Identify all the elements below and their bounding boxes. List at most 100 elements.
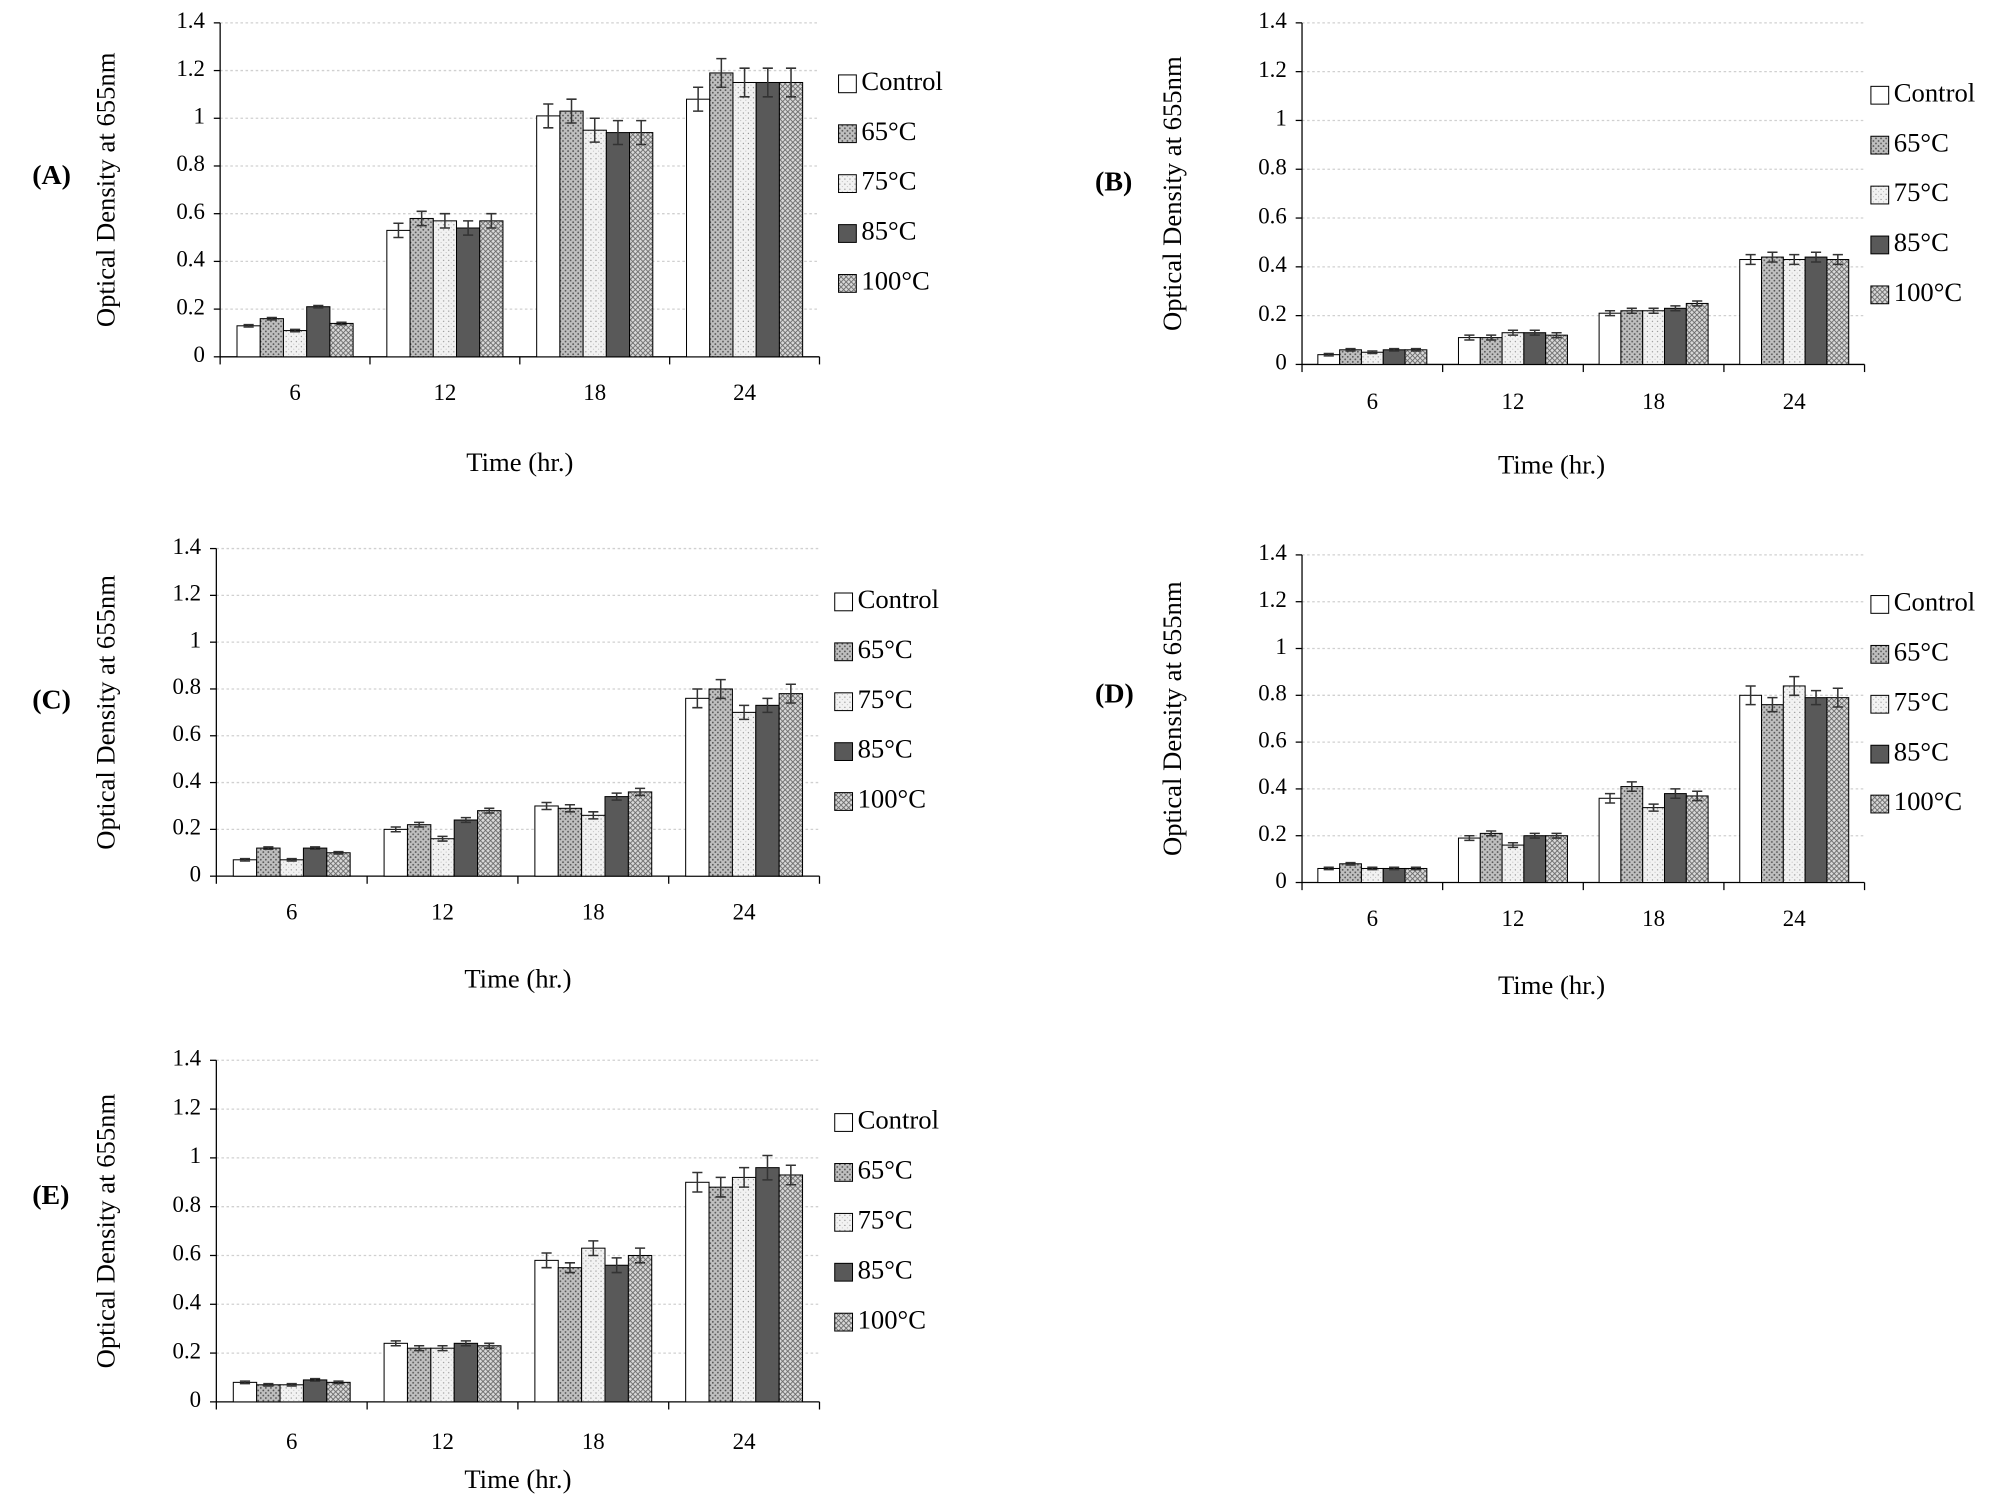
bar (755, 704, 780, 877)
error-bar (486, 212, 497, 229)
bar (1317, 867, 1341, 884)
legend-label: Control (1894, 587, 1975, 617)
bar (557, 1267, 583, 1403)
error-bar (1389, 866, 1400, 871)
x-tick-label: 24 (733, 380, 756, 405)
error-bar (1551, 331, 1562, 339)
error-bar (785, 1164, 796, 1186)
bar (1598, 797, 1622, 884)
y-tick-label: 0.6 (1258, 727, 1287, 752)
error-bar (439, 212, 450, 229)
bar (1620, 310, 1644, 365)
bar (755, 81, 780, 358)
error-bar (1648, 307, 1659, 314)
bar (1739, 259, 1763, 365)
error-bar (460, 1340, 471, 1347)
error-bar (1745, 253, 1756, 266)
legend-label: 75°C (858, 1204, 913, 1234)
legend-swatch (1870, 185, 1890, 205)
bar (1545, 334, 1568, 365)
x-axis-label: Time (hr.) (1498, 449, 1605, 479)
error-bar (762, 697, 773, 714)
legend-label: 75°C (858, 684, 913, 714)
y-tick-label: 0.8 (173, 1192, 202, 1217)
error-bar (564, 804, 576, 813)
error-bar (416, 210, 427, 227)
bar (685, 1181, 710, 1403)
y-tick-label: 0.2 (176, 294, 205, 319)
y-tick-label: 1 (190, 627, 201, 652)
x-axis-label: Time (hr.) (464, 1464, 571, 1494)
error-bar (564, 1262, 576, 1274)
bar (1826, 697, 1850, 884)
bar (1339, 863, 1362, 884)
error-bar (1410, 347, 1422, 352)
legend-swatch (1870, 644, 1890, 664)
panel-label: (C) (32, 685, 71, 716)
legend-swatch (1870, 85, 1890, 105)
bar (778, 693, 804, 877)
legend-label: Control (1894, 77, 1975, 107)
error-bar (762, 1154, 773, 1181)
bar (1457, 837, 1481, 884)
y-tick-label: 0 (1275, 868, 1286, 893)
error-bar (634, 1247, 646, 1264)
bar (1382, 349, 1406, 365)
panel-label: (D) (1095, 678, 1134, 709)
error-bar (286, 857, 297, 862)
bar (256, 847, 281, 877)
bar (534, 805, 559, 877)
legend-label: 75°C (1894, 686, 1949, 716)
y-tick-label: 0 (190, 861, 201, 886)
bar (755, 1167, 780, 1403)
y-tick-label: 0.4 (173, 768, 202, 793)
bar (406, 1347, 432, 1403)
error-bar (715, 1176, 726, 1198)
bar (778, 81, 804, 358)
error-bar (785, 683, 796, 704)
y-tick-label: 0.4 (176, 247, 205, 272)
error-bar (243, 323, 254, 328)
bar (302, 1379, 328, 1403)
error-bar (484, 807, 495, 814)
bar (1782, 259, 1806, 365)
error-bar (588, 1240, 599, 1257)
x-tick-label: 12 (1502, 906, 1525, 931)
legend-label: Control (858, 1105, 939, 1135)
bar (581, 814, 606, 877)
error-bar (266, 316, 277, 321)
y-tick-label: 0.6 (1258, 203, 1287, 228)
error-bar (716, 57, 727, 89)
bar (557, 807, 583, 877)
bar (383, 1342, 408, 1403)
legend-swatch (838, 174, 857, 194)
bar (1523, 835, 1547, 884)
error-bar (1789, 675, 1800, 697)
error-bar (739, 1166, 750, 1188)
y-tick-label: 0.6 (173, 1241, 202, 1266)
legend-label: 100°C (1894, 277, 1962, 307)
x-tick-label: 6 (1367, 389, 1378, 414)
y-tick-label: 1 (193, 104, 204, 129)
legend-label: 65°C (858, 634, 913, 664)
y-tick-label: 0.6 (176, 199, 205, 224)
legend-label: 100°C (858, 1304, 926, 1334)
error-bar (715, 678, 726, 700)
bar (232, 859, 258, 877)
bar (1642, 807, 1666, 884)
bar (306, 306, 331, 358)
x-tick-label: 12 (431, 900, 454, 925)
error-bar (1604, 792, 1616, 804)
panel-label: (B) (1095, 167, 1132, 198)
y-tick-label: 0 (190, 1387, 201, 1412)
y-axis-label: Optical Density at 655nm (1157, 56, 1187, 331)
legend-label: 75°C (1894, 177, 1949, 207)
error-bar (1832, 687, 1843, 708)
bar (627, 1254, 653, 1403)
error-bar (612, 119, 624, 146)
error-bar (333, 850, 344, 855)
bar (477, 810, 502, 877)
bar (236, 325, 261, 358)
legend-label: 65°C (861, 116, 916, 146)
legend-label: 75°C (861, 166, 916, 196)
